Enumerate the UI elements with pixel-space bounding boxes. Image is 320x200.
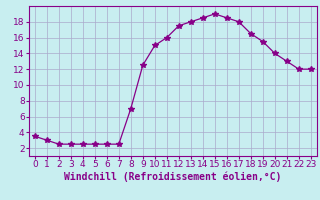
X-axis label: Windchill (Refroidissement éolien,°C): Windchill (Refroidissement éolien,°C) <box>64 172 282 182</box>
